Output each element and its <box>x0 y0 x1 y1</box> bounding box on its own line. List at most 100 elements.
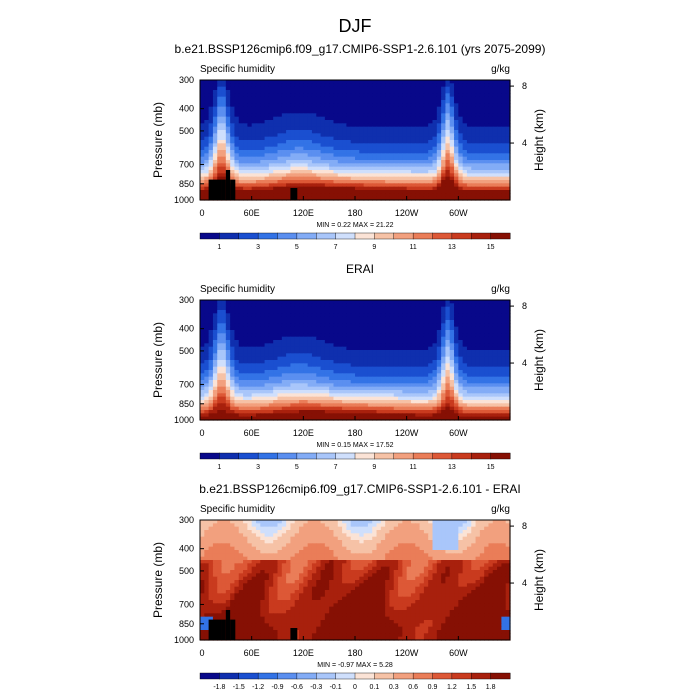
field-cell <box>441 110 447 114</box>
field-cell <box>316 343 322 348</box>
field-cell <box>303 126 309 131</box>
field-cell <box>372 173 378 178</box>
field-cell <box>208 170 214 174</box>
field-cell <box>217 343 223 348</box>
field-cell <box>217 300 223 304</box>
field-cell <box>234 303 240 308</box>
field-cell <box>398 320 403 324</box>
field-cell <box>294 93 300 98</box>
field-cell <box>350 166 356 171</box>
field-cell <box>441 346 447 351</box>
field-cell <box>217 403 223 408</box>
field-cell <box>255 140 261 144</box>
field-cell <box>419 380 425 384</box>
field-cell <box>329 406 335 411</box>
field-cell <box>273 316 279 321</box>
field-cell <box>454 400 459 404</box>
field-cell <box>268 163 274 168</box>
field-cell <box>316 346 322 351</box>
field-cell <box>505 153 511 158</box>
field-cell <box>299 80 304 84</box>
field-cell <box>359 103 365 108</box>
field-cell <box>385 150 391 154</box>
field-cell <box>419 333 425 338</box>
field-cell <box>466 190 472 194</box>
field-cell <box>462 166 468 171</box>
field-cell <box>380 186 386 191</box>
field-cell <box>367 400 373 404</box>
field-cell <box>316 116 322 121</box>
field-cell <box>350 126 356 131</box>
field-cell <box>286 160 292 164</box>
field-cell <box>406 350 412 354</box>
field-cell <box>316 146 322 151</box>
field-cell <box>290 306 296 311</box>
field-cell <box>497 106 502 111</box>
field-cell <box>393 400 399 404</box>
field-cell <box>497 156 502 161</box>
field-cell <box>410 130 416 134</box>
field-cell <box>479 390 485 394</box>
field-cell <box>445 356 451 361</box>
field-cell <box>208 93 214 98</box>
field-cell <box>355 116 360 121</box>
field-cell <box>376 140 382 144</box>
field-cell <box>234 80 240 84</box>
field-cell <box>268 350 274 354</box>
field-cell <box>376 93 382 98</box>
field-cell <box>303 346 309 351</box>
field-cell <box>208 333 214 338</box>
field-cell <box>342 306 347 311</box>
field-cell <box>428 340 434 344</box>
field-cell <box>363 186 369 191</box>
field-cell <box>346 140 352 144</box>
field-cell <box>393 126 399 131</box>
field-cell <box>445 170 451 174</box>
field-cell <box>329 183 335 188</box>
field-cell <box>290 313 296 318</box>
field-cell <box>212 350 218 354</box>
field-cell <box>372 180 378 184</box>
field-cell <box>281 160 287 164</box>
field-cell <box>260 300 266 304</box>
field-cell <box>294 160 300 164</box>
field-cell <box>479 396 485 401</box>
field-cell <box>204 353 210 358</box>
field-cell <box>264 400 270 404</box>
field-cell <box>454 100 459 104</box>
field-cell <box>316 190 322 194</box>
field-cell <box>458 90 464 94</box>
field-cell <box>307 166 313 171</box>
field-cell <box>501 133 507 138</box>
field-cell <box>488 143 494 148</box>
field-cell <box>380 360 386 364</box>
field-cell <box>342 93 347 98</box>
field-cell <box>200 300 205 304</box>
field-cell <box>497 96 502 101</box>
field-cell <box>454 106 459 111</box>
field-cell <box>355 353 360 358</box>
field-cell <box>367 120 373 124</box>
field-cell <box>363 323 369 328</box>
field-cell <box>363 110 369 114</box>
field-cell <box>247 130 253 134</box>
field-cell <box>303 336 309 341</box>
field-cell <box>208 163 214 168</box>
field-cell <box>217 113 223 118</box>
field-cell <box>234 113 240 118</box>
field-cell <box>436 350 442 354</box>
field-cell <box>221 80 227 84</box>
field-cell <box>247 163 253 168</box>
field-cell <box>428 113 434 118</box>
field-cell <box>436 343 442 348</box>
field-cell <box>471 163 477 168</box>
field-cell <box>359 373 365 378</box>
field-cell <box>221 340 227 344</box>
colorbar-label: 11 <box>409 244 416 251</box>
field-cell <box>346 100 352 104</box>
field-cell <box>303 180 309 184</box>
field-cell <box>350 383 356 388</box>
field-cell <box>290 166 296 171</box>
field-cell <box>251 80 257 84</box>
field-cell <box>311 373 317 378</box>
